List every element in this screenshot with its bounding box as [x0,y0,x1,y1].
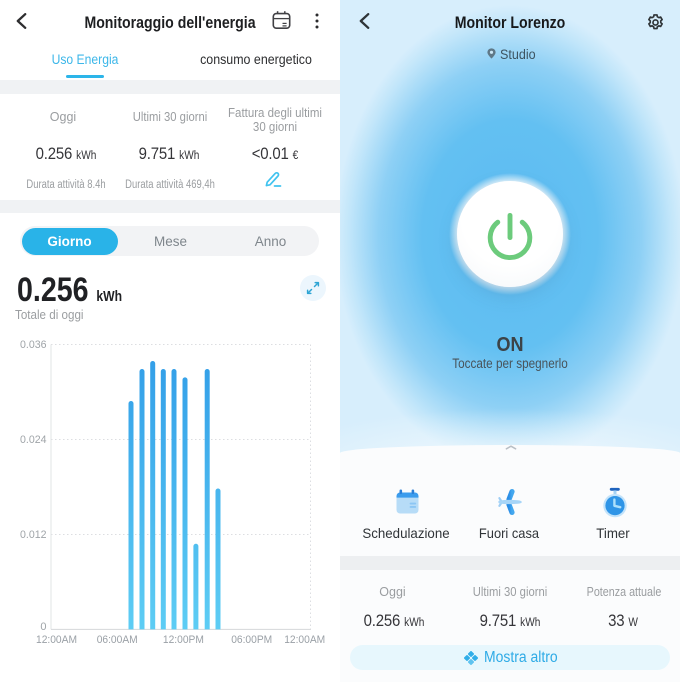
svg-text:0.012: 0.012 [20,529,47,541]
svg-text:06:00AM: 06:00AM [97,634,138,646]
svg-text:12:00AM: 12:00AM [284,634,325,646]
svg-text:0.024: 0.024 [20,434,47,446]
svg-text:12:00PM: 12:00PM [163,634,204,646]
svg-text:0.036: 0.036 [20,339,47,351]
svg-text:06:00PM: 06:00PM [231,634,272,646]
svg-text:0: 0 [40,621,46,633]
svg-text:12:00AM: 12:00AM [36,634,77,646]
